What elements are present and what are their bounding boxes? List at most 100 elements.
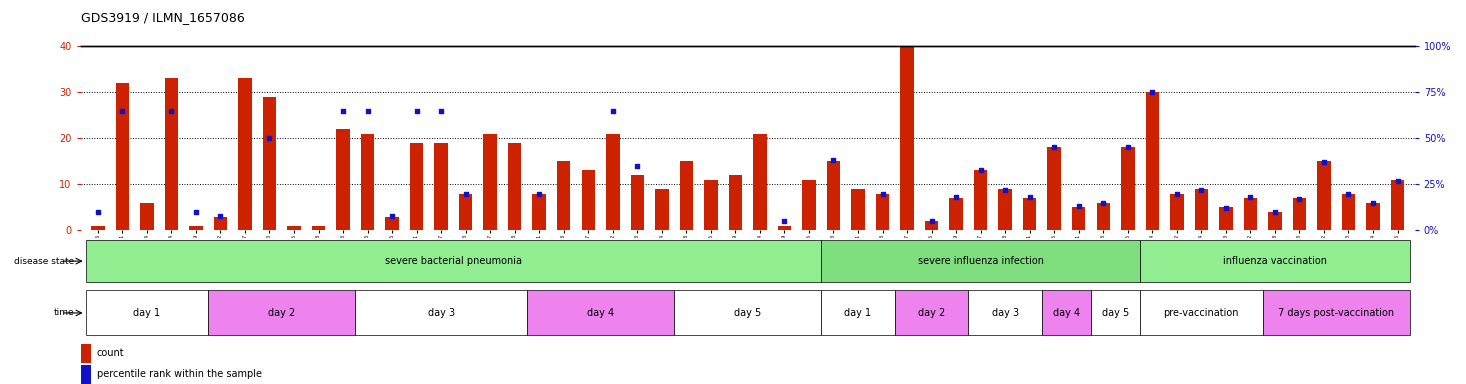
Bar [532,194,545,230]
Point [1287,196,1311,202]
Bar [925,221,938,230]
Point [871,190,894,197]
Point [1214,205,1237,211]
Point [626,163,649,169]
Bar [1170,194,1183,230]
Point [1385,177,1409,184]
Bar [827,161,840,230]
Text: day 1: day 1 [133,308,160,318]
Point [1165,190,1189,197]
Point [1239,194,1262,200]
Bar [262,97,276,230]
Bar [973,170,988,230]
Bar [459,194,472,230]
Bar [164,78,177,230]
Bar [1042,290,1091,336]
Point [331,108,355,114]
Text: GDS3919 / ILMN_1657086: GDS3919 / ILMN_1657086 [81,12,245,25]
Bar [630,175,644,230]
Bar [237,78,252,230]
Bar [85,290,208,336]
Point [1067,204,1091,210]
Point [380,213,403,219]
Bar [875,194,890,230]
Point [773,218,796,224]
Bar [507,143,522,230]
Bar [729,175,742,230]
Point [944,194,968,200]
Bar [81,365,91,384]
Text: day 3: day 3 [991,308,1019,318]
Text: count: count [97,348,125,358]
Point [1141,89,1164,95]
Bar [1220,207,1233,230]
Bar [605,134,620,230]
Bar [336,129,350,230]
Bar [1023,198,1036,230]
Bar [1243,198,1258,230]
Text: severe influenza infection: severe influenza infection [918,256,1044,266]
Bar [1141,240,1410,282]
Point [1189,187,1212,193]
Text: percentile rank within the sample: percentile rank within the sample [97,369,261,379]
Point [356,108,380,114]
Bar [287,226,301,230]
Bar [434,143,449,230]
Bar [802,180,815,230]
Point [258,135,281,141]
Bar [557,161,570,230]
Text: 7 days post-vaccination: 7 days post-vaccination [1278,308,1394,318]
Point [110,108,133,114]
Bar [208,290,355,336]
Point [528,190,551,197]
Point [454,190,478,197]
Point [1337,190,1360,197]
Bar [1121,147,1135,230]
Point [160,108,183,114]
Bar [1262,290,1410,336]
Bar [1141,290,1262,336]
Bar [386,217,399,230]
Bar [1341,194,1355,230]
Point [1042,144,1066,151]
Bar [526,290,674,336]
Text: day 1: day 1 [844,308,872,318]
Bar [91,226,104,230]
Point [1362,200,1385,206]
Bar [852,189,865,230]
Bar [1047,147,1061,230]
Bar [704,180,718,230]
Bar [680,161,693,230]
Bar [950,198,963,230]
Point [185,209,208,215]
Text: day 2: day 2 [268,308,295,318]
Text: day 4: day 4 [586,308,614,318]
Bar [674,290,821,336]
Bar [410,143,424,230]
Bar [1195,189,1208,230]
Bar [1318,161,1331,230]
Bar [1293,198,1306,230]
Text: day 2: day 2 [918,308,946,318]
Bar [777,226,792,230]
Point [994,187,1017,193]
Text: time: time [53,308,73,318]
Bar [900,41,913,230]
Text: severe bacterial pneumonia: severe bacterial pneumonia [386,256,522,266]
Point [601,108,625,114]
Text: influenza vaccination: influenza vaccination [1223,256,1327,266]
Bar [214,217,227,230]
Point [208,213,232,219]
Bar [1268,212,1281,230]
Bar [821,290,894,336]
Bar [969,290,1042,336]
Point [1116,144,1139,151]
Bar [1366,203,1380,230]
Point [1312,159,1336,165]
Text: pre-vaccination: pre-vaccination [1164,308,1239,318]
Point [430,108,453,114]
Point [1264,209,1287,215]
Bar [189,226,202,230]
Bar [116,83,129,230]
Bar [1097,203,1110,230]
